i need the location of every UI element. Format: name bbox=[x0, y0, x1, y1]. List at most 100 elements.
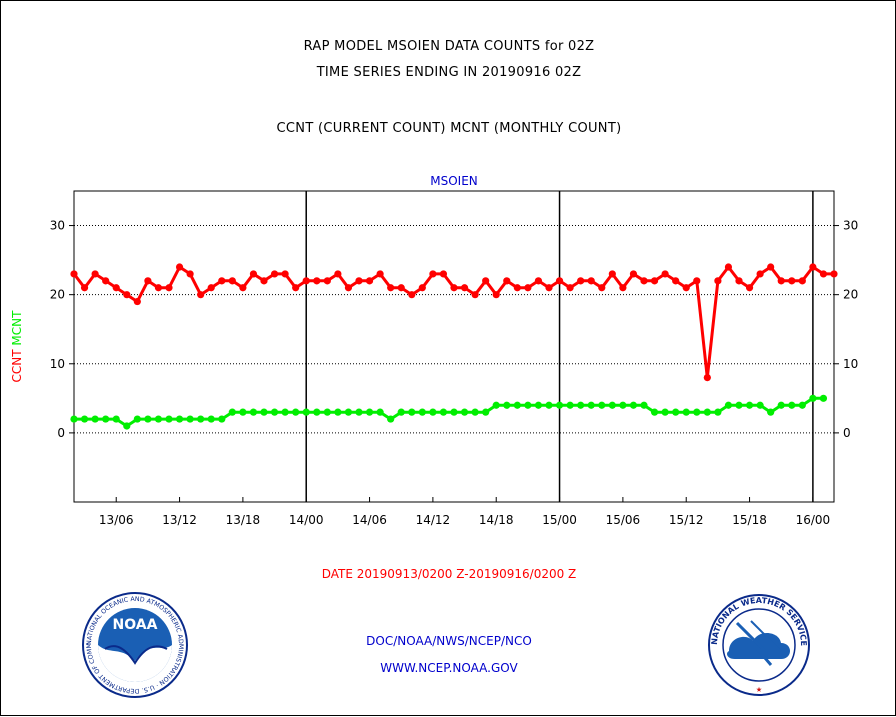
mcnt-point bbox=[756, 401, 764, 409]
y-tick-label-right: 20 bbox=[843, 288, 858, 302]
ccnt-point bbox=[165, 284, 173, 292]
mcnt-point bbox=[566, 401, 574, 409]
ccnt-point bbox=[123, 291, 131, 299]
ccnt-point bbox=[819, 270, 828, 278]
mcnt-point bbox=[513, 401, 521, 409]
mcnt-point bbox=[703, 408, 711, 416]
mcnt-point bbox=[387, 415, 395, 423]
ccnt-point bbox=[598, 284, 606, 292]
y-axis-label-mcnt: MCNT bbox=[10, 310, 24, 350]
ccnt-point bbox=[365, 277, 374, 285]
mcnt-point bbox=[408, 408, 416, 416]
ccnt-point bbox=[376, 270, 384, 278]
ccnt-point bbox=[555, 277, 564, 285]
ccnt-point bbox=[788, 277, 796, 285]
x-tick-label: 13/06 bbox=[99, 513, 134, 527]
x-tick-label: 14/18 bbox=[479, 513, 514, 527]
ccnt-point bbox=[629, 270, 638, 278]
ccnt-point bbox=[830, 270, 838, 278]
ccnt-point bbox=[144, 277, 152, 285]
ccnt-point bbox=[429, 270, 437, 278]
mcnt-point bbox=[450, 408, 458, 416]
mcnt-point bbox=[133, 415, 141, 423]
ccnt-point bbox=[577, 277, 585, 285]
mcnt-point bbox=[619, 401, 627, 409]
mcnt-point bbox=[745, 401, 754, 409]
ccnt-point bbox=[524, 284, 532, 292]
ccnt-point bbox=[292, 284, 300, 292]
mcnt-point bbox=[218, 415, 226, 423]
ccnt-point bbox=[302, 277, 310, 285]
mcnt-point bbox=[197, 415, 205, 423]
mcnt-point bbox=[577, 401, 585, 409]
mcnt-point bbox=[207, 415, 215, 423]
mcnt-point bbox=[809, 394, 817, 402]
ccnt-point bbox=[323, 277, 331, 285]
mcnt-point bbox=[629, 401, 638, 409]
mcnt-point bbox=[460, 408, 469, 416]
mcnt-point bbox=[228, 408, 236, 416]
mcnt-point bbox=[555, 401, 564, 409]
mcnt-series-line bbox=[74, 396, 824, 428]
ccnt-point bbox=[492, 291, 500, 299]
date-range-label: DATE 20190913/0200 Z-20190916/0200 Z bbox=[321, 567, 577, 581]
x-tick-label: 14/12 bbox=[416, 513, 451, 527]
ccnt-point bbox=[682, 284, 690, 292]
mcnt-point bbox=[123, 422, 131, 430]
ccnt-point bbox=[239, 284, 247, 292]
ccnt-point bbox=[608, 270, 616, 278]
ccnt-point bbox=[270, 270, 279, 278]
mcnt-point bbox=[735, 401, 743, 409]
y-tick-label-right: 10 bbox=[843, 357, 858, 371]
mcnt-point bbox=[724, 401, 733, 409]
ccnt-point bbox=[197, 291, 205, 299]
ccnt-point bbox=[186, 270, 194, 278]
mcnt-point bbox=[788, 401, 796, 409]
ccnt-point bbox=[661, 270, 669, 278]
noaa-logo-text: NOAA bbox=[113, 617, 158, 633]
nws-logo: ★ NATIONAL WEATHER SERVICE bbox=[708, 594, 810, 696]
ccnt-point bbox=[777, 277, 785, 285]
mcnt-point bbox=[302, 408, 310, 416]
ccnt-point bbox=[112, 284, 120, 292]
y-tick-label-left: 10 bbox=[50, 357, 65, 371]
mcnt-point bbox=[503, 401, 511, 409]
chart-title-line2: TIME SERIES ENDING IN 20190916 02Z bbox=[316, 65, 582, 80]
mcnt-point bbox=[397, 408, 405, 416]
website-link[interactable]: WWW.NCEP.NOAA.GOV bbox=[380, 661, 518, 675]
mcnt-point bbox=[102, 415, 110, 423]
ccnt-point bbox=[439, 270, 448, 278]
mcnt-point bbox=[534, 401, 543, 409]
mcnt-point bbox=[429, 408, 437, 416]
mcnt-point bbox=[249, 408, 258, 416]
ccnt-point bbox=[355, 277, 363, 285]
ccnt-point bbox=[650, 277, 659, 285]
ccnt-point bbox=[281, 270, 289, 278]
mcnt-point bbox=[640, 401, 648, 409]
ccnt-point bbox=[334, 270, 342, 278]
ccnt-point bbox=[513, 284, 521, 292]
ccnt-point bbox=[693, 277, 701, 285]
mcnt-point bbox=[418, 408, 426, 416]
mcnt-point bbox=[239, 408, 247, 416]
ccnt-point bbox=[619, 284, 627, 292]
ccnt-point bbox=[260, 277, 268, 285]
ccnt-point bbox=[482, 277, 490, 285]
ccnt-point bbox=[587, 277, 595, 285]
ccnt-point bbox=[80, 284, 89, 292]
ccnt-point bbox=[640, 277, 648, 285]
ccnt-point bbox=[70, 270, 78, 278]
mcnt-point bbox=[482, 408, 490, 416]
x-tick-label: 13/12 bbox=[162, 513, 197, 527]
mcnt-point bbox=[270, 408, 279, 416]
mcnt-point bbox=[598, 401, 606, 409]
x-tick-label: 15/06 bbox=[606, 513, 641, 527]
mcnt-point bbox=[661, 408, 669, 416]
ccnt-point bbox=[566, 284, 574, 292]
ccnt-point bbox=[460, 284, 469, 292]
y-tick-label-right: 0 bbox=[843, 426, 851, 440]
ccnt-point bbox=[450, 284, 458, 292]
mcnt-point bbox=[819, 394, 828, 402]
